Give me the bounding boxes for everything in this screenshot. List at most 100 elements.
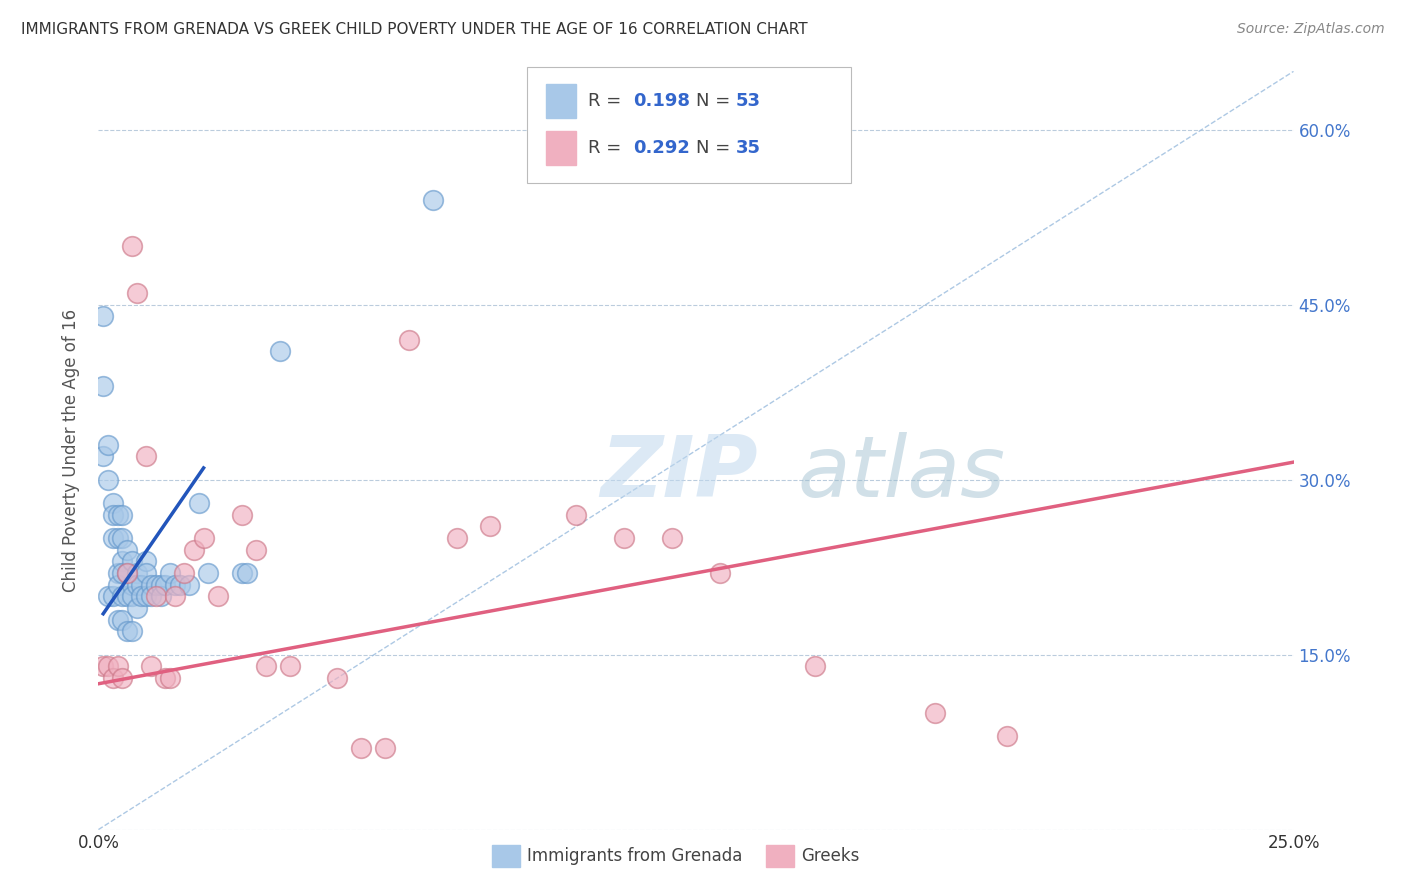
Point (107, 508, 129, 522)
Text: ZIP: ZIP (600, 432, 758, 515)
Point (125, 566, 148, 580)
Point (135, 450, 157, 464)
Point (115, 566, 138, 580)
Point (121, 554, 143, 568)
Point (207, 589, 229, 603)
Point (131, 589, 153, 603)
Point (131, 577, 153, 591)
Point (115, 589, 138, 603)
Point (159, 671, 181, 685)
Point (169, 577, 191, 591)
Point (254, 659, 277, 673)
Point (97, 589, 120, 603)
Point (326, 671, 349, 685)
Point (91, 450, 114, 464)
Point (159, 566, 181, 580)
Point (111, 531, 134, 545)
Point (245, 542, 267, 557)
Point (446, 531, 468, 545)
Point (145, 589, 167, 603)
Point (111, 554, 134, 568)
Point (101, 508, 124, 522)
Point (107, 577, 129, 591)
Point (107, 566, 129, 580)
Point (231, 566, 253, 580)
Point (97, 659, 120, 673)
Text: 35: 35 (735, 139, 761, 157)
Point (91, 310, 114, 324)
Point (374, 740, 396, 755)
Point (398, 333, 420, 347)
Text: 0.198: 0.198 (633, 93, 690, 111)
Point (135, 554, 157, 568)
Point (115, 624, 138, 639)
Point (125, 577, 148, 591)
Text: atlas: atlas (797, 432, 1005, 515)
Point (350, 740, 373, 755)
Point (115, 566, 138, 580)
Point (193, 531, 215, 545)
Point (125, 601, 148, 615)
Point (101, 671, 124, 685)
Point (135, 589, 157, 603)
Text: Source: ZipAtlas.com: Source: ZipAtlas.com (1237, 22, 1385, 37)
Point (121, 577, 143, 591)
Text: N =: N = (696, 93, 735, 111)
Point (804, 659, 827, 673)
Point (163, 589, 186, 603)
Point (107, 531, 129, 545)
Point (101, 496, 124, 510)
Point (661, 531, 683, 545)
Point (121, 589, 143, 603)
Point (107, 659, 129, 673)
Point (173, 566, 195, 580)
Text: N =: N = (696, 139, 735, 157)
Point (565, 508, 588, 522)
Text: R =: R = (588, 93, 627, 111)
Y-axis label: Child Poverty Under the Age of 16: Child Poverty Under the Age of 16 (62, 309, 80, 592)
Point (111, 566, 134, 580)
Point (613, 531, 636, 545)
Point (155, 671, 177, 685)
Point (121, 624, 143, 639)
Point (479, 519, 502, 533)
Text: IMMIGRANTS FROM GRENADA VS GREEK CHILD POVERTY UNDER THE AGE OF 16 CORRELATION C: IMMIGRANTS FROM GRENADA VS GREEK CHILD P… (21, 22, 807, 37)
Point (111, 508, 134, 522)
Point (111, 671, 134, 685)
Point (235, 566, 257, 580)
Point (101, 531, 124, 545)
Point (231, 508, 253, 522)
Point (149, 577, 172, 591)
Point (149, 589, 172, 603)
Point (111, 589, 134, 603)
Point (269, 344, 291, 359)
Point (197, 566, 219, 580)
Point (101, 589, 124, 603)
Point (139, 659, 162, 673)
Point (422, 193, 444, 207)
Point (97, 437, 120, 451)
Point (139, 589, 162, 603)
Text: 53: 53 (735, 93, 761, 111)
Point (91, 379, 114, 393)
Point (91, 659, 114, 673)
Point (709, 566, 731, 580)
Point (139, 577, 162, 591)
Point (97, 473, 120, 487)
Point (278, 659, 301, 673)
Point (121, 239, 143, 253)
Text: 0.292: 0.292 (633, 139, 689, 157)
Point (125, 285, 148, 300)
Point (163, 577, 186, 591)
Point (995, 729, 1018, 743)
Point (155, 577, 177, 591)
Point (107, 613, 129, 627)
Text: R =: R = (588, 139, 627, 157)
Point (187, 496, 209, 510)
Point (179, 577, 201, 591)
Point (115, 542, 138, 557)
Point (183, 542, 205, 557)
Text: Greeks: Greeks (801, 847, 860, 865)
Point (135, 566, 157, 580)
Text: Immigrants from Grenada: Immigrants from Grenada (527, 847, 742, 865)
